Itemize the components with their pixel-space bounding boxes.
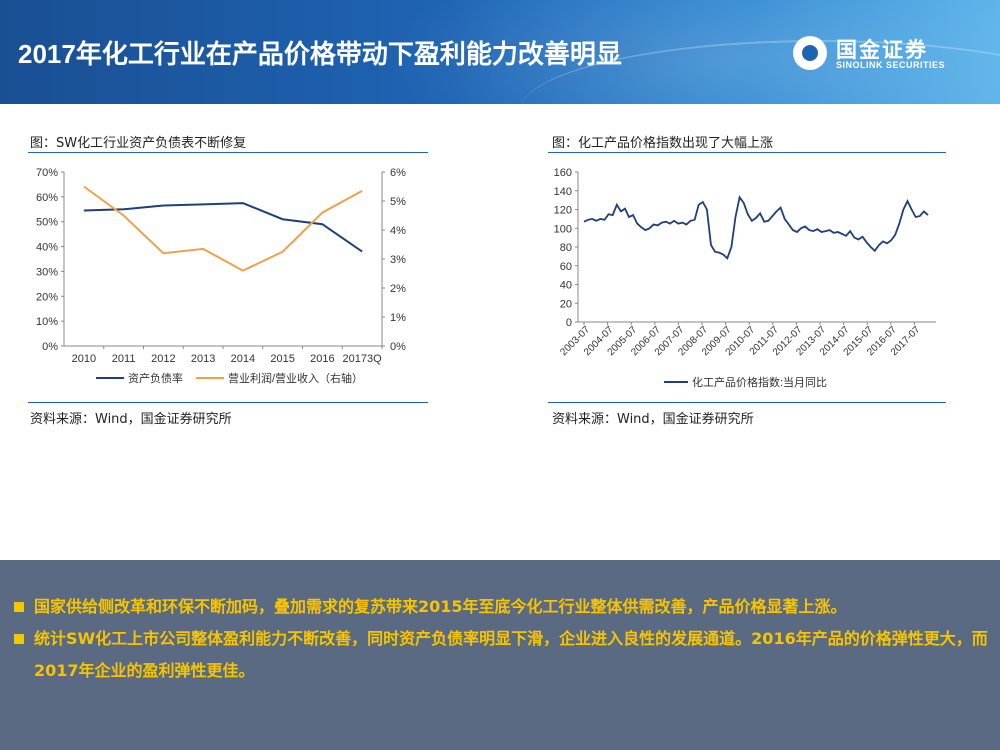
- right-caption-rule: [548, 152, 946, 153]
- header-decoration-arc: [520, 40, 1000, 104]
- left-source-rule: [28, 402, 428, 403]
- right-source-rule: [548, 402, 946, 403]
- right-y-tick-label: 6%: [390, 167, 406, 179]
- legend-label-1: 化工产品价格指数:当月同比: [692, 375, 827, 389]
- left-y-tick-label: 60%: [36, 192, 58, 204]
- y-tick-label: 100: [554, 223, 572, 235]
- series-line-1: [583, 195, 929, 260]
- y-tick-label: 40: [560, 280, 572, 292]
- y-tick-label: 20: [560, 298, 572, 310]
- bullet-square-icon: [14, 634, 24, 644]
- legend-label-1: 资产负债率: [128, 371, 183, 385]
- x-tick-label: 2012: [151, 353, 175, 365]
- summary-bullet-1: 国家供给侧改革和环保不断加码，叠加需求的复苏带来2015年至底今化工行业整体供需…: [34, 597, 847, 616]
- left-y-tick-label: 30%: [36, 266, 58, 278]
- left-y-tick-label: 40%: [36, 242, 58, 254]
- x-tick-label: 2015: [270, 353, 294, 365]
- left-chart-source: 资料来源：Wind，国金证券研究所: [30, 412, 232, 427]
- left-y-tick-label: 0%: [42, 341, 58, 353]
- right-y-tick-label: 3%: [390, 254, 406, 266]
- y-tick-label: 60: [560, 261, 572, 273]
- x-tick-label: 2010: [72, 353, 96, 365]
- left-y-tick-label: 10%: [36, 316, 58, 328]
- right-y-tick-label: 2%: [390, 283, 406, 295]
- y-tick-label: 80: [560, 242, 572, 254]
- legend-label-2: 营业利润/营业收入（右轴）: [228, 371, 363, 385]
- header-banner: 2017年化工行业在产品价格带动下盈利能力改善明显 国金证券 SINOLINK …: [0, 0, 1000, 104]
- x-tick-label: 2013: [191, 353, 215, 365]
- right-y-tick-label: 0%: [390, 341, 406, 353]
- series-line-2: [83, 185, 363, 272]
- x-tick-label: 2016: [310, 353, 334, 365]
- left-chart: 0% 10% 20% 30% 40% 50% 60% 70% 0% 1% 2% 3% 4% 5% 6% 201…: [36, 167, 406, 385]
- x-tick-label: 20173Q: [343, 353, 383, 365]
- left-chart-caption: 图：SW化工行业资产负债表不断修复: [30, 136, 247, 151]
- summary-panel: 国家供给侧改革和环保不断加码，叠加需求的复苏带来2015年至底今化工行业整体供需…: [0, 560, 1000, 750]
- y-tick-label: 160: [554, 167, 572, 179]
- y-tick-label: 140: [554, 186, 572, 198]
- logo-icon: [793, 36, 827, 70]
- right-y-tick-label: 5%: [390, 196, 406, 208]
- right-chart-caption: 图：化工产品价格指数出现了大幅上涨: [552, 136, 774, 151]
- left-caption-rule: [28, 152, 428, 153]
- right-y-tick-label: 4%: [390, 225, 406, 237]
- left-y-tick-label: 50%: [36, 217, 58, 229]
- series-line-1: [83, 202, 363, 253]
- page-title: 2017年化工行业在产品价格带动下盈利能力改善明显: [18, 39, 622, 69]
- logo-text-cn: 国金证券: [836, 38, 928, 62]
- y-tick-label: 0: [566, 317, 572, 329]
- left-y-tick-label: 20%: [36, 291, 58, 303]
- bullet-square-icon: [14, 602, 24, 612]
- left-y-tick-label: 70%: [36, 167, 58, 179]
- x-tick-label: 2014: [231, 353, 255, 365]
- right-chart-source: 资料来源：Wind，国金证券研究所: [552, 412, 754, 427]
- y-tick-label: 120: [554, 205, 572, 217]
- right-chart: 0204060801001201401602003-072004-072005-…: [554, 167, 936, 389]
- summary-bullet-2: 统计SW化工上市公司整体盈利能力不断改善，同时资产负债率明显下滑，企业进入良性的…: [34, 629, 988, 680]
- logo-text-en: SINOLINK SECURITIES: [836, 60, 946, 70]
- right-y-tick-label: 1%: [390, 312, 406, 324]
- x-tick-label: 2011: [112, 353, 136, 365]
